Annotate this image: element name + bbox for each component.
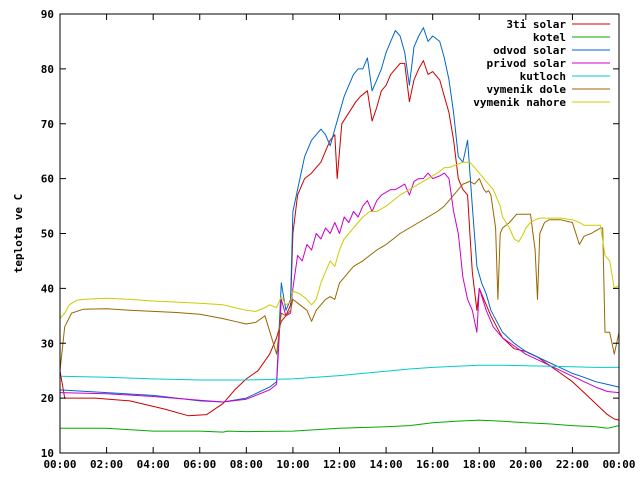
series-layer <box>59 27 620 433</box>
series-line-4 <box>59 364 619 381</box>
x-tick-label: 04:00 <box>137 458 170 471</box>
x-axis: 00:00 02:00 04:00 06:00 08:00 10:00 12:00 14:00… <box>43 14 636 471</box>
series-line-1 <box>60 419 620 433</box>
y-tick-label: 40 <box>41 282 54 295</box>
x-tick-label: 02:00 <box>90 458 123 471</box>
legend-label: odvod solar <box>493 44 566 57</box>
y-tick-label: 20 <box>41 392 54 405</box>
series-line-6 <box>59 161 620 319</box>
x-tick-label: 22:00 <box>556 458 589 471</box>
y-axis: 10 20 30 40 50 60 70 80 90 <box>41 8 619 460</box>
y-tick-label: 10 <box>41 447 54 460</box>
legend-label: vymenik nahore <box>473 96 566 109</box>
legend-label: privod solar <box>487 57 567 70</box>
y-tick-label: 30 <box>41 337 54 350</box>
series-line-5 <box>59 178 620 371</box>
series-line-0 <box>59 60 620 421</box>
y-tick-label: 90 <box>41 8 54 21</box>
x-tick-label: 12:00 <box>323 458 356 471</box>
x-tick-label: 06:00 <box>183 458 216 471</box>
x-tick-label: 18:00 <box>463 458 496 471</box>
x-tick-label: 20:00 <box>509 458 542 471</box>
x-tick-label: 16:00 <box>416 458 449 471</box>
y-axis-label: teplota ve C <box>12 194 25 273</box>
legend-label: 3ti solar <box>506 18 566 31</box>
series-line-3 <box>59 172 620 403</box>
legend-label: vymenik dole <box>487 83 567 96</box>
x-tick-label: 08:00 <box>230 458 263 471</box>
legend-label: kutloch <box>520 70 566 83</box>
y-tick-label: 50 <box>41 228 54 241</box>
y-tick-label: 60 <box>41 173 54 186</box>
series-line-2 <box>59 27 620 403</box>
y-tick-label: 80 <box>41 63 54 76</box>
x-tick-label: 10:00 <box>276 458 309 471</box>
x-tick-label: 14:00 <box>370 458 403 471</box>
x-tick-label: 00:00 <box>602 458 635 471</box>
x-tick-label: 00:00 <box>43 458 76 471</box>
y-tick-label: 70 <box>41 118 54 131</box>
legend-label: kotel <box>533 31 566 44</box>
